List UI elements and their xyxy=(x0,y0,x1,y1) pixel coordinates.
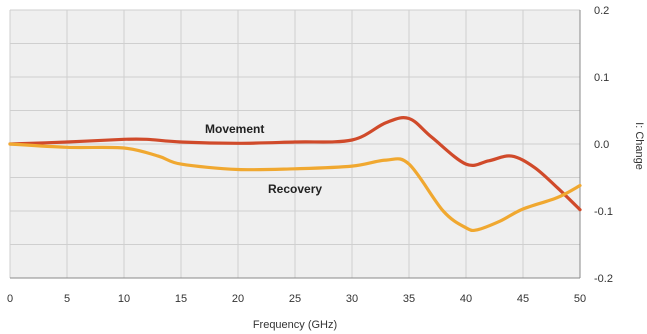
series-line-movement xyxy=(8,116,582,212)
x-tick-label: 0 xyxy=(7,293,13,305)
y-tick-label: 0.2 xyxy=(594,5,609,17)
y-tick-labels: 0.2 0.1 0.0 -0.1 -0.2 xyxy=(594,5,613,285)
y-tick-label: 0.0 xyxy=(594,139,609,151)
x-tick-label: 30 xyxy=(346,293,358,305)
x-tick-label: 45 xyxy=(517,293,529,305)
series-label-movement: Movement xyxy=(205,122,264,136)
y-tick-label: 0.1 xyxy=(594,72,609,84)
x-tick-label: 5 xyxy=(64,293,70,305)
y-tick-label: -0.2 xyxy=(594,273,613,285)
x-tick-labels: 0 5 10 15 20 25 30 35 40 45 50 xyxy=(7,293,586,305)
x-tick-label: 50 xyxy=(574,293,586,305)
x-tick-label: 15 xyxy=(175,293,187,305)
y-axis-title: I: Change xyxy=(633,122,645,170)
x-tick-label: 35 xyxy=(403,293,415,305)
series-layer xyxy=(8,116,582,233)
grid xyxy=(9,9,581,279)
x-axis-title: Frequency (GHz) xyxy=(253,319,337,331)
x-tick-label: 20 xyxy=(232,293,244,305)
series-line-recovery xyxy=(8,142,582,233)
y-tick-label: -0.1 xyxy=(594,206,613,218)
series-label-recovery: Recovery xyxy=(268,182,322,196)
x-tick-label: 25 xyxy=(289,293,301,305)
x-tick-label: 40 xyxy=(460,293,472,305)
x-tick-label: 10 xyxy=(118,293,130,305)
